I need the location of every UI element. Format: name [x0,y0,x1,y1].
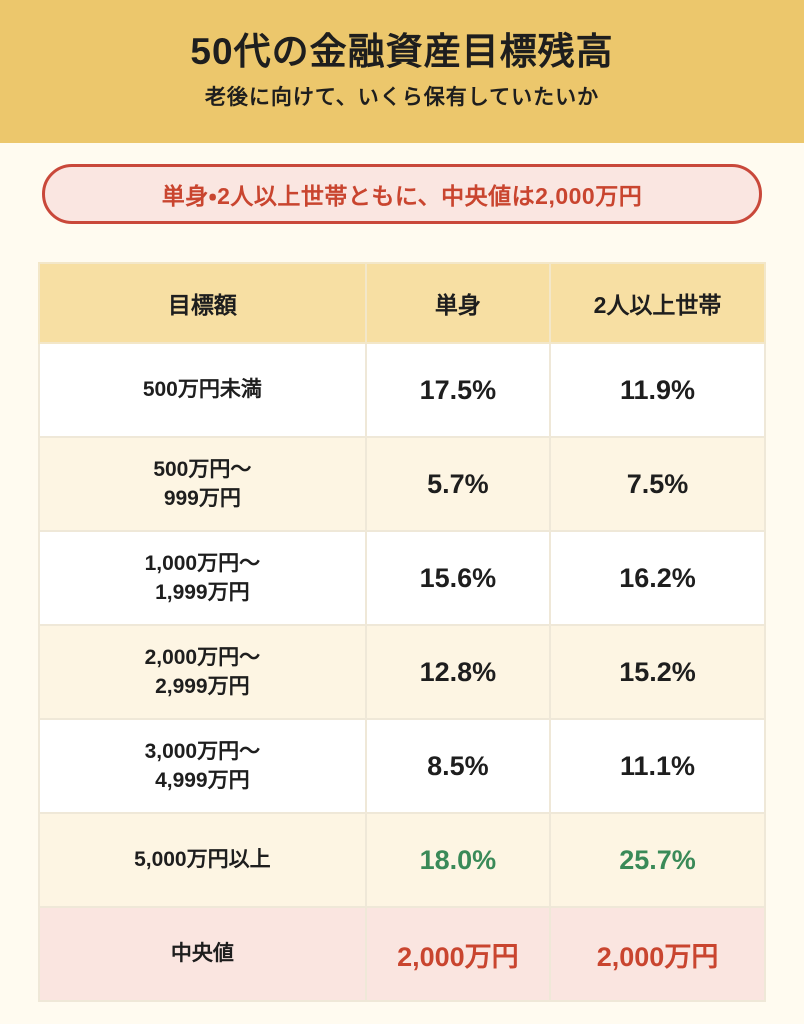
table-row-median: 中央値 2,000万円 2,000万円 [38,906,766,1002]
single-value: 17.5% [364,342,552,438]
multi-value: 16.2% [549,530,766,626]
header-banner: 50代の金融資産目標残高 老後に向けて、いくら保有していたいか [0,0,804,143]
table-row-2000-2999: 2,000万円〜 2,999万円 12.8% 15.2% [38,624,766,720]
multi-value: 15.2% [549,624,766,720]
multi-value: 11.9% [549,342,766,438]
row-label: 5,000万円以上 [38,812,367,908]
single-value: 12.8% [364,624,552,720]
multi-value: 7.5% [549,436,766,532]
page-title: 50代の金融資産目標残高 [190,31,614,73]
single-value: 15.6% [364,530,552,626]
table-row-1000-1999: 1,000万円〜 1,999万円 15.6% 16.2% [38,530,766,626]
single-value: 8.5% [364,718,552,814]
column-header-single: 単身 [364,262,552,344]
single-value: 5.7% [364,436,552,532]
row-label: 2,000万円〜 2,999万円 [38,624,367,720]
key-message-callout: 単身・2人以上世帯ともに、中央値は2,000万円 [42,164,762,224]
table-row-3000-4999: 3,000万円〜 4,999万円 8.5% 11.1% [38,718,766,814]
table-row-under-500: 500万円未満 17.5% 11.9% [38,342,766,438]
multi-value: 11.1% [549,718,766,814]
key-message-text: 単身・2人以上世帯ともに、中央値は2,000万円 [161,183,643,209]
row-label: 500万円〜 999万円 [38,436,367,532]
row-label: 500万円未満 [38,342,367,438]
single-value: 2,000万円 [364,906,552,1002]
table-row-over-5000: 5,000万円以上 18.0% 25.7% [38,812,766,908]
row-label: 中央値 [38,906,367,1002]
infographic-page: 50代の金融資産目標残高 老後に向けて、いくら保有していたいか 単身・2人以上世… [0,0,804,1002]
multi-value: 2,000万円 [549,906,766,1002]
single-value: 18.0% [364,812,552,908]
column-header-target-amount: 目標額 [38,262,367,344]
column-header-multi-person: 2人以上世帯 [549,262,766,344]
row-label: 1,000万円〜 1,999万円 [38,530,367,626]
multi-value: 25.7% [549,812,766,908]
asset-target-table: 目標額 単身 2人以上世帯 500万円未満 17.5% 11.9% 500万円〜… [38,262,766,1002]
page-subtitle: 老後に向けて、いくら保有していたいか [204,85,600,109]
table-header-row: 目標額 単身 2人以上世帯 [38,262,766,344]
table-row-500-999: 500万円〜 999万円 5.7% 7.5% [38,436,766,532]
row-label: 3,000万円〜 4,999万円 [38,718,367,814]
